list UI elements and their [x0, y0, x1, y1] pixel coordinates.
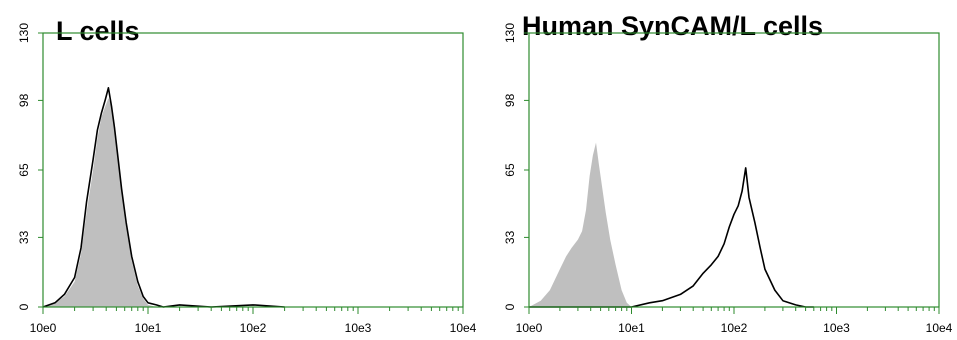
x-tick-label: 10e1 — [135, 321, 162, 335]
y-tick-label: 130 — [17, 23, 31, 43]
y-tick-label: 65 — [17, 163, 31, 177]
y-tick-label: 0 — [17, 303, 31, 310]
x-tick-label: 10e3 — [345, 321, 372, 335]
y-tick-label: 98 — [503, 93, 517, 107]
x-tick-label: 10e0 — [30, 321, 57, 335]
x-tick-label: 10e4 — [926, 321, 953, 335]
y-tick-label: 0 — [503, 303, 517, 310]
y-tick-label: 130 — [503, 23, 517, 43]
y-tick-label: 33 — [503, 230, 517, 244]
x-tick-label: 10e2 — [240, 321, 267, 335]
x-tick-label: 10e1 — [618, 321, 645, 335]
x-tick-label: 10e2 — [721, 321, 748, 335]
chart-title: L cells — [56, 16, 140, 46]
y-tick-label: 65 — [503, 163, 517, 177]
y-tick-label: 33 — [17, 230, 31, 244]
histogram-line — [529, 167, 814, 308]
chart-title: Human SynCAM/L cells — [522, 11, 823, 41]
y-tick-label: 98 — [17, 93, 31, 107]
x-tick-label: 10e4 — [450, 321, 477, 335]
chart-panel-human-syncam-l-cells: Human SynCAM/L cells 10e0 10e1 10e2 10e3 10e… — [503, 11, 953, 335]
x-tick-label: 10e3 — [823, 321, 850, 335]
histogram-fill — [43, 98, 164, 307]
x-tick-label: 10e0 — [516, 321, 543, 335]
chart-panel-l-cells: L cells 10e0 10e1 10e2 10e3 10e4 0 33 65 98 130 — [17, 16, 477, 335]
histogram-fill — [529, 142, 632, 307]
